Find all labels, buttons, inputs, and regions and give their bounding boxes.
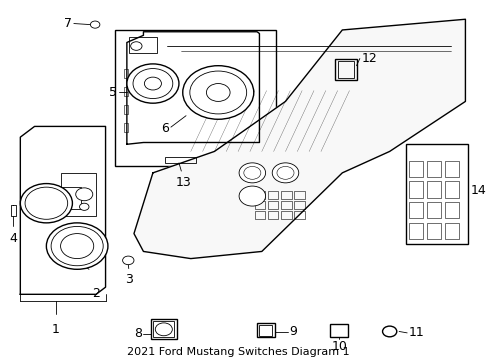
Bar bbox=[254, 202, 264, 209]
Circle shape bbox=[122, 256, 134, 265]
Text: 2021 Ford Mustang Switches Diagram 1: 2021 Ford Mustang Switches Diagram 1 bbox=[126, 347, 349, 357]
Bar bbox=[153, 321, 173, 337]
Circle shape bbox=[155, 323, 172, 336]
Polygon shape bbox=[20, 126, 105, 294]
Text: 10: 10 bbox=[331, 340, 346, 353]
Bar bbox=[267, 211, 278, 219]
Circle shape bbox=[25, 187, 67, 219]
Bar bbox=[254, 192, 264, 199]
Bar bbox=[124, 123, 128, 132]
Bar bbox=[281, 202, 291, 209]
Circle shape bbox=[126, 64, 179, 103]
Bar bbox=[267, 202, 278, 209]
Bar bbox=[337, 61, 353, 78]
Bar bbox=[267, 192, 278, 199]
Bar bbox=[115, 30, 275, 166]
Text: 5: 5 bbox=[109, 86, 117, 99]
Bar bbox=[444, 161, 458, 177]
Circle shape bbox=[130, 42, 142, 50]
Text: 1: 1 bbox=[52, 323, 60, 336]
Polygon shape bbox=[11, 205, 16, 216]
Circle shape bbox=[276, 166, 293, 179]
Circle shape bbox=[183, 66, 253, 119]
Circle shape bbox=[46, 223, 108, 269]
Bar bbox=[426, 161, 440, 177]
Text: 9: 9 bbox=[289, 325, 297, 338]
Bar bbox=[61, 173, 96, 216]
Bar bbox=[426, 202, 440, 218]
Bar bbox=[281, 192, 291, 199]
Circle shape bbox=[133, 68, 172, 99]
Text: 4: 4 bbox=[9, 232, 17, 245]
Bar bbox=[444, 223, 458, 239]
Bar bbox=[62, 187, 81, 208]
Bar bbox=[150, 319, 176, 339]
Bar bbox=[254, 211, 264, 219]
Circle shape bbox=[51, 226, 103, 266]
Bar bbox=[444, 202, 458, 218]
Text: 12: 12 bbox=[361, 52, 376, 65]
Bar bbox=[281, 211, 291, 219]
Bar bbox=[426, 181, 440, 198]
Bar bbox=[408, 181, 422, 198]
Bar bbox=[294, 192, 305, 199]
Text: 3: 3 bbox=[125, 273, 133, 286]
Circle shape bbox=[90, 21, 100, 28]
Bar bbox=[258, 325, 271, 336]
Bar bbox=[330, 324, 348, 337]
Bar bbox=[294, 202, 305, 209]
Circle shape bbox=[20, 184, 72, 223]
Circle shape bbox=[80, 203, 89, 210]
Circle shape bbox=[272, 163, 298, 183]
Circle shape bbox=[144, 77, 161, 90]
Bar bbox=[124, 105, 128, 114]
Text: 8: 8 bbox=[134, 327, 142, 340]
Polygon shape bbox=[134, 19, 465, 258]
Bar bbox=[164, 157, 195, 163]
Bar bbox=[426, 223, 440, 239]
Circle shape bbox=[61, 234, 94, 258]
Text: 13: 13 bbox=[176, 176, 191, 189]
Text: 6: 6 bbox=[161, 122, 169, 135]
Bar bbox=[124, 69, 128, 78]
Text: 14: 14 bbox=[470, 184, 486, 197]
Bar bbox=[406, 144, 467, 244]
Bar bbox=[257, 323, 275, 337]
Polygon shape bbox=[126, 32, 259, 144]
Text: 11: 11 bbox=[408, 327, 424, 339]
Circle shape bbox=[239, 186, 265, 206]
Bar bbox=[408, 202, 422, 218]
Bar bbox=[444, 181, 458, 198]
Circle shape bbox=[189, 71, 246, 114]
Bar bbox=[334, 59, 356, 80]
Bar bbox=[129, 37, 156, 53]
Text: 2: 2 bbox=[92, 287, 100, 300]
Text: 7: 7 bbox=[64, 17, 72, 30]
Bar bbox=[408, 223, 422, 239]
Circle shape bbox=[206, 84, 230, 102]
Circle shape bbox=[76, 188, 93, 201]
Circle shape bbox=[239, 163, 265, 183]
Circle shape bbox=[382, 326, 396, 337]
Bar bbox=[294, 211, 305, 219]
Bar bbox=[124, 87, 128, 96]
Circle shape bbox=[244, 166, 260, 179]
Bar bbox=[408, 161, 422, 177]
